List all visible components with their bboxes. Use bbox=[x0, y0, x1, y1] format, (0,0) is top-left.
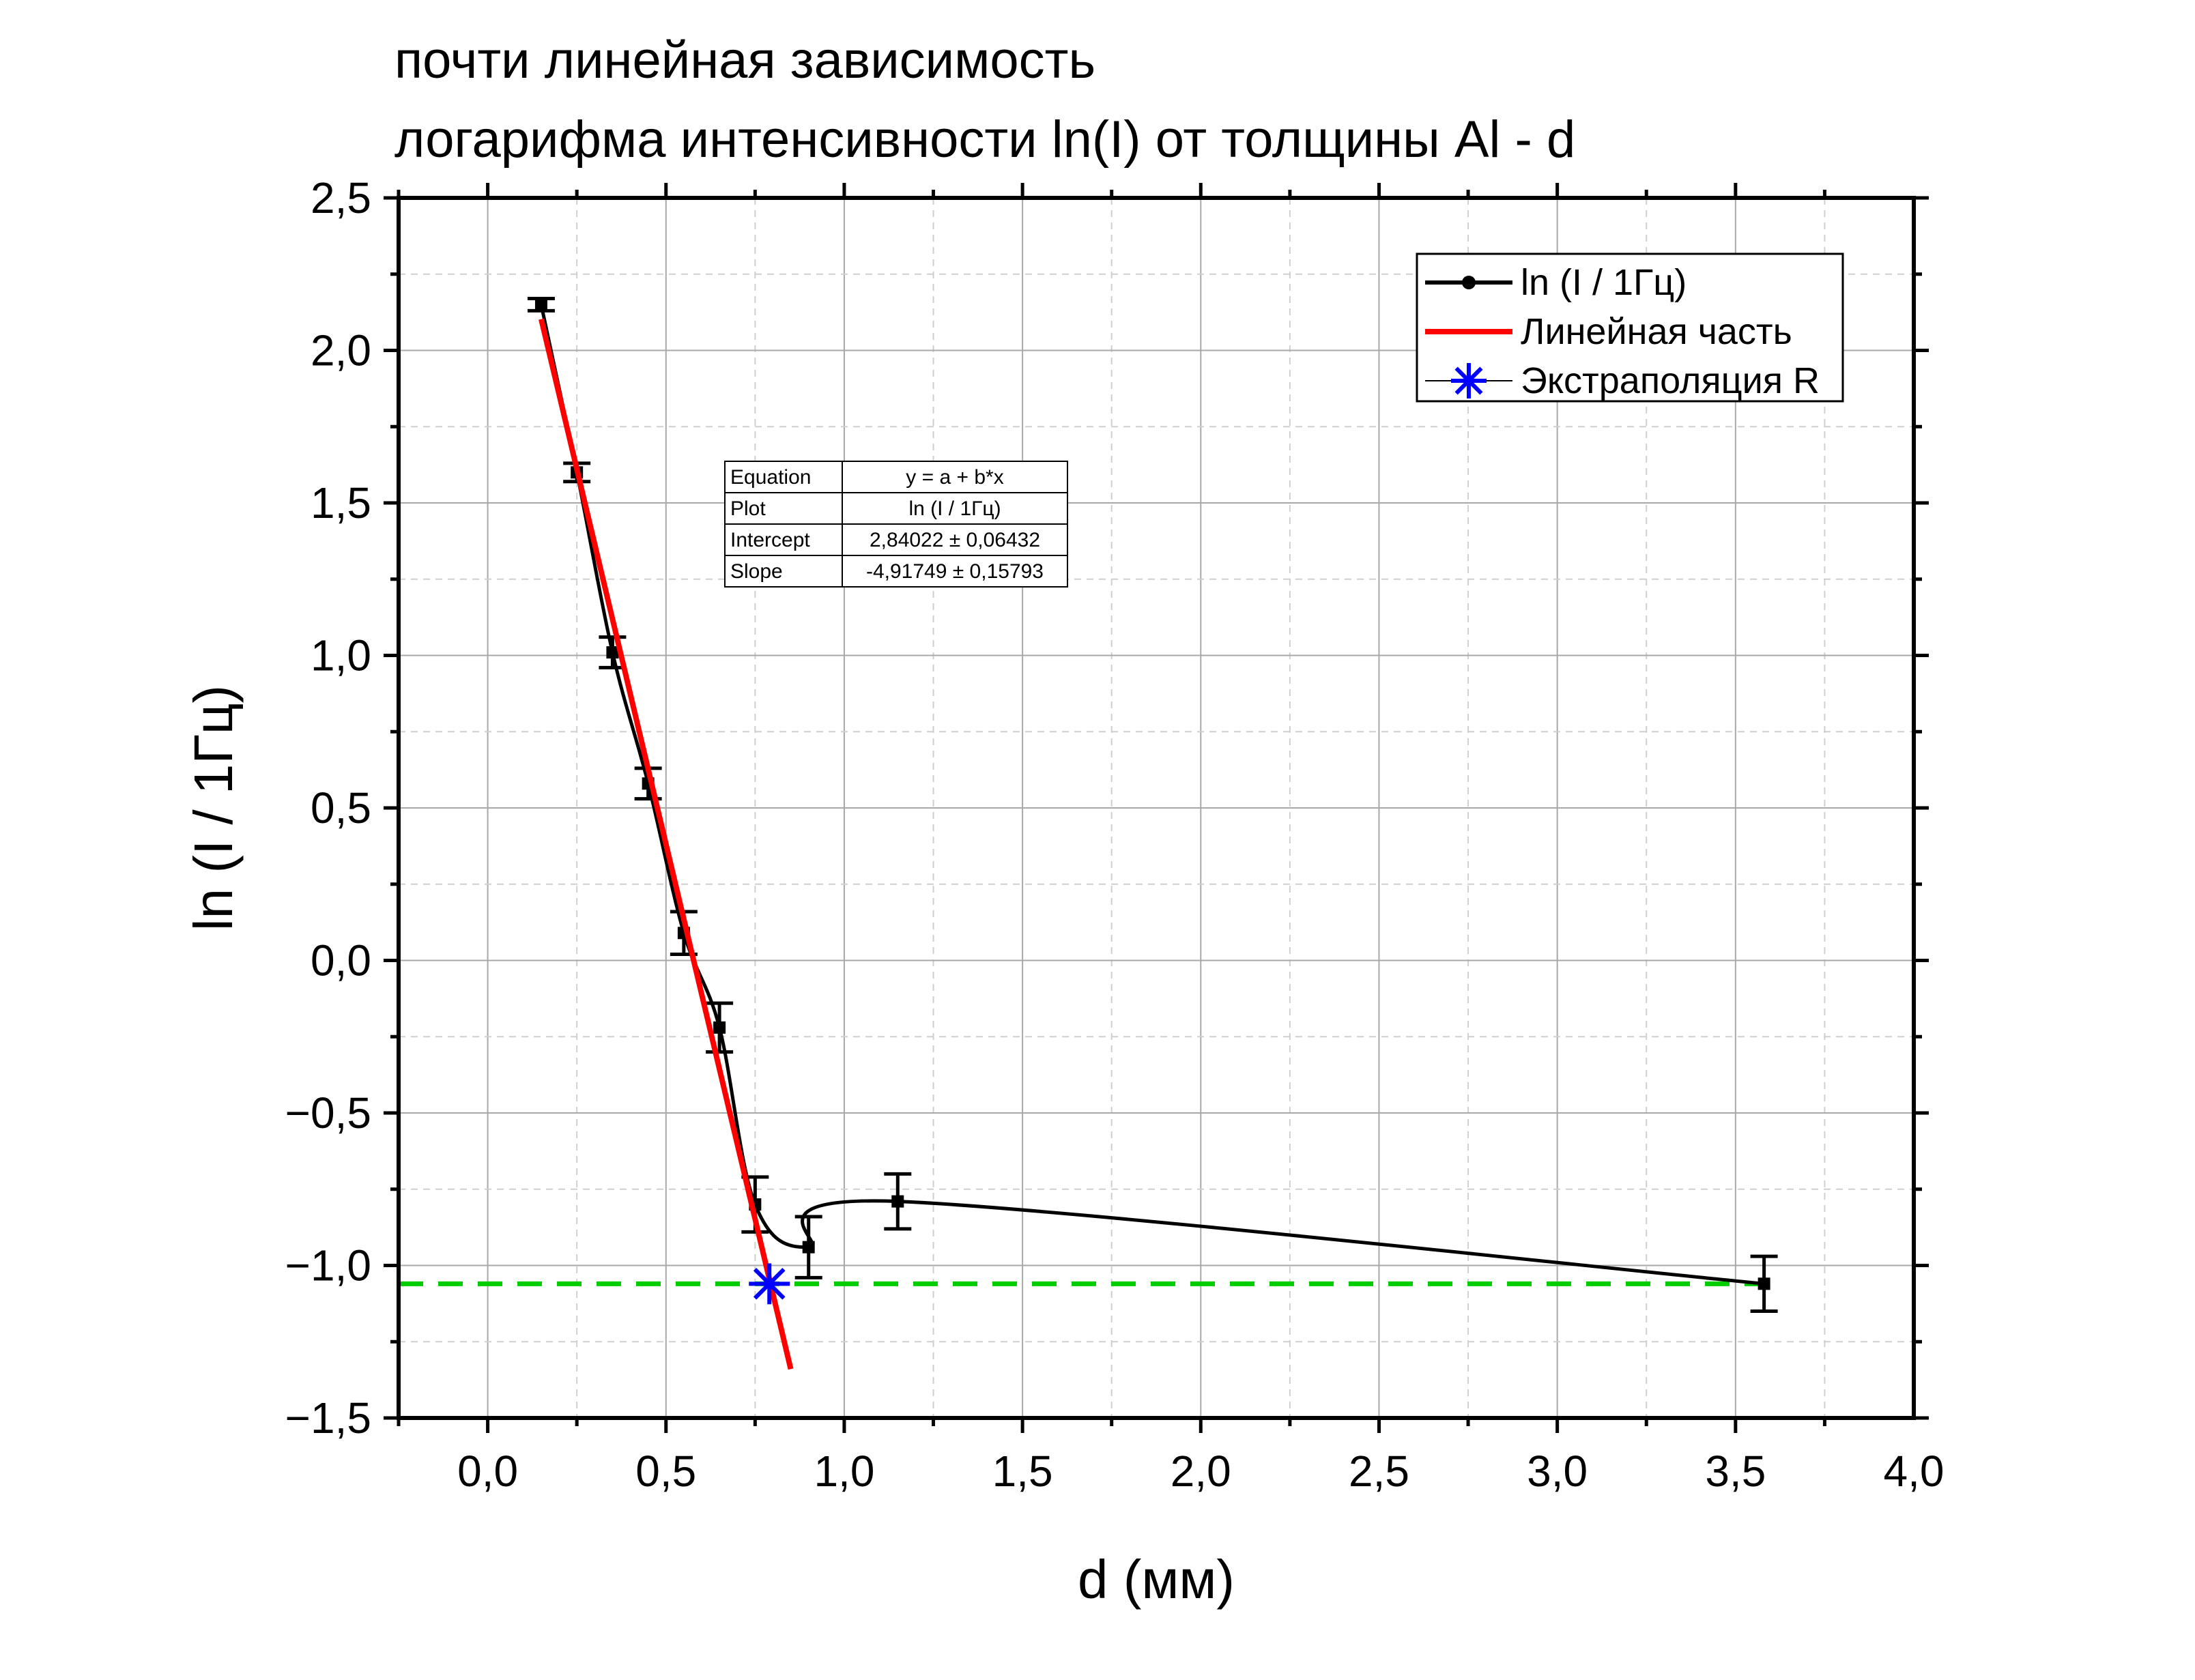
legend-marker-extrapolation bbox=[1451, 363, 1487, 399]
extrapolation-point bbox=[749, 1263, 790, 1305]
legend-entry-label: Линейная часть bbox=[1521, 311, 1792, 352]
data-point bbox=[713, 1021, 726, 1034]
x-tick-label: 0,5 bbox=[635, 1447, 696, 1496]
axis-ticks: 0,0 0,5 1,0 1,5 2,0 2,5 3,0 3,5 4,0 −1,5 −1,0 −0,5 0… bbox=[285, 173, 1945, 1496]
x-tick-label: 4,0 bbox=[1884, 1447, 1945, 1496]
y-tick-label: 0,5 bbox=[311, 783, 371, 832]
star-stroke bbox=[1454, 366, 1483, 395]
x-axis-label: d (мм) bbox=[1078, 1549, 1235, 1610]
data-point bbox=[1758, 1277, 1770, 1290]
y-axis-label: ln (I / 1Гц) bbox=[183, 685, 244, 931]
x-tick-label: 3,5 bbox=[1705, 1447, 1766, 1496]
x-tick-label: 2,5 bbox=[1349, 1447, 1409, 1496]
x-tick-label: 2,0 bbox=[1171, 1447, 1231, 1496]
fit-parameters-table: Equation y = a + b*x Plot ln (I / 1Гц) Inter… bbox=[724, 461, 1068, 588]
x-tick-label: 3,0 bbox=[1527, 1447, 1588, 1496]
linear-fit-line bbox=[539, 318, 794, 1370]
legend-entry-label: Экстраполяция R bbox=[1521, 360, 1820, 401]
star-stroke bbox=[753, 1267, 786, 1300]
grid bbox=[399, 198, 1914, 1418]
y-tick-label: −1,0 bbox=[285, 1241, 371, 1290]
legend-box bbox=[1416, 252, 1844, 403]
chart-title-line-2: логарифма интенсивности ln(I) от толщины… bbox=[394, 111, 1575, 169]
series-layer bbox=[527, 297, 1778, 1370]
table-value-cell: 2,84022 ± 0,06432 bbox=[870, 529, 1040, 551]
legend: ln (I / 1Гц) Линейная часть Экстраполяция … bbox=[1416, 252, 1844, 403]
y-tick-label: 1,5 bbox=[311, 478, 371, 527]
x-tick-label: 1,0 bbox=[814, 1447, 874, 1496]
data-point bbox=[534, 298, 547, 311]
table-key-cell: Slope bbox=[730, 560, 783, 583]
y-tick-label: −0,5 bbox=[285, 1088, 371, 1138]
table-key-cell: Plot bbox=[730, 497, 766, 520]
y-tick-label: 1,0 bbox=[311, 631, 371, 680]
table-key-cell: Intercept bbox=[730, 529, 810, 551]
data-point bbox=[802, 1241, 815, 1254]
x-tick-label: 0,0 bbox=[457, 1447, 518, 1496]
table-value-cell: y = a + b*x bbox=[906, 466, 1003, 489]
chart-title-line-1: почти линейная зависимость bbox=[394, 31, 1095, 89]
legend-entry-label: ln (I / 1Гц) bbox=[1521, 262, 1687, 303]
data-point bbox=[891, 1195, 904, 1208]
x-tick-label: 1,5 bbox=[992, 1447, 1053, 1496]
y-tick-label: 2,5 bbox=[311, 173, 371, 222]
y-tick-label: −1,5 bbox=[285, 1393, 371, 1443]
table-value-cell: ln (I / 1Гц) bbox=[908, 497, 1001, 520]
legend-marker-data bbox=[1462, 276, 1476, 289]
data-series-line bbox=[539, 304, 1764, 1286]
y-tick-label: 2,0 bbox=[311, 326, 371, 375]
y-tick-label: 0,0 bbox=[311, 936, 371, 985]
table-value-cell: -4,91749 ± 0,15793 bbox=[866, 560, 1044, 583]
table-key-cell: Equation bbox=[730, 466, 811, 489]
data-point bbox=[606, 646, 619, 659]
